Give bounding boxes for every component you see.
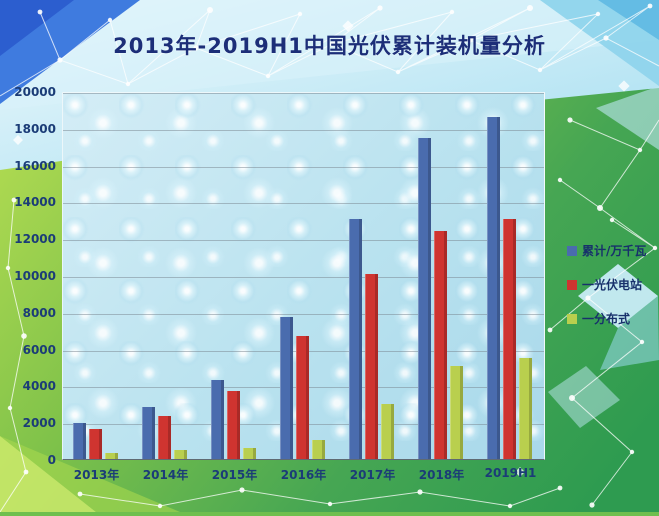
legend-label: 一分布式 (582, 312, 631, 326)
bar-2013年-累计/万千瓦 (73, 423, 86, 459)
legend-label: 一光伏电站 (582, 278, 643, 292)
legend-item: 一分布式 (567, 310, 646, 327)
bar-2017年-累计/万千瓦 (349, 219, 362, 459)
bar-2015年-累计/万千瓦 (211, 379, 224, 459)
bar-2018年-累计/万千瓦 (418, 137, 431, 459)
bar-2013年-一光伏电站 (89, 428, 102, 459)
legend-item: 累计/万千瓦 (567, 242, 646, 259)
bar-2014年-一光伏电站 (158, 415, 171, 459)
plot-area (62, 92, 545, 460)
bar-2013年-一分布式 (105, 453, 118, 459)
bar-2014年-一分布式 (174, 450, 187, 459)
x-axis-tick-label: 2017年 (349, 468, 396, 482)
legend-swatch (567, 279, 577, 290)
bar-2019H1-一分布式 (519, 357, 532, 459)
y-axis-tick-label: 10000 (14, 269, 56, 283)
gridline (63, 129, 544, 131)
gridline (63, 240, 544, 242)
y-axis-tick-label: 2000 (22, 416, 56, 431)
y-axis-tick-label: 14000 (14, 195, 56, 210)
bar-2016年-一分布式 (312, 440, 325, 459)
bar-2019H1-一光伏电站 (503, 218, 516, 459)
x-axis-tick-label: 2014年 (142, 468, 189, 482)
bar-2018年-一分布式 (450, 365, 463, 459)
bar-2014年-累计/万千瓦 (142, 407, 155, 459)
gridline (63, 313, 544, 315)
y-axis-tick-label: 18000 (14, 121, 56, 136)
y-axis-tick-label: 20000 (14, 85, 56, 99)
legend-label: 累计/万千瓦 (582, 244, 647, 258)
gridline (63, 203, 544, 205)
gridline (63, 166, 544, 168)
bar-2016年-累计/万千瓦 (280, 316, 293, 459)
bar-2017年-一分布式 (381, 404, 394, 459)
bar-2017年-一光伏电站 (365, 273, 378, 459)
x-axis-tick-label: 2018年 (418, 468, 465, 482)
y-axis-tick-label: 6000 (22, 342, 56, 357)
bar-2015年-一分布式 (243, 447, 256, 459)
bar-2018年-一光伏电站 (434, 231, 447, 459)
x-axis-tick-label: 2015年 (211, 468, 258, 482)
y-axis-tick-label: 16000 (14, 158, 56, 173)
chart-title: 2013年-2019H1中国光伏累计装机量分析 (113, 34, 546, 58)
bar-2016年-一光伏电站 (296, 335, 309, 459)
x-axis-tick-label: 2019H1 (484, 466, 537, 480)
bar-2019H1-累计/万千瓦 (487, 116, 500, 459)
y-axis-tick-label: 0 (47, 453, 56, 467)
y-axis-tick-label: 4000 (22, 379, 56, 394)
bar-2015年-一光伏电站 (227, 390, 240, 459)
legend-swatch (567, 245, 577, 256)
gridline (63, 93, 544, 94)
legend: 累计/万千瓦 一光伏电站一分布式 (567, 242, 646, 327)
x-axis-tick-label: 2016年 (280, 468, 327, 482)
gridline (63, 277, 544, 278)
y-axis-tick-label: 8000 (22, 305, 56, 320)
legend-swatch (567, 313, 577, 324)
x-axis-tick-label: 2013年 (73, 468, 120, 482)
legend-item: 一光伏电站 (567, 276, 646, 293)
y-axis-tick-label: 12000 (14, 232, 56, 247)
